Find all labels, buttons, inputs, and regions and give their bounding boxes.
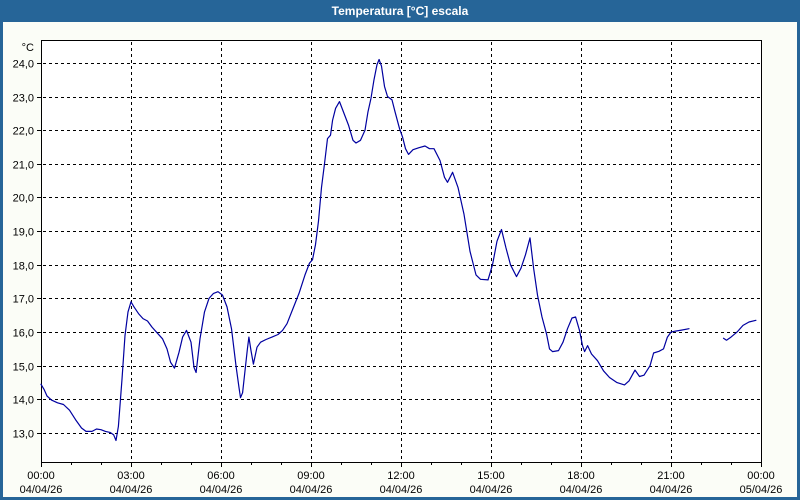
x-tick-time-label: 00:00 <box>747 470 775 482</box>
window-titlebar: Temperatura [°C] escala <box>0 0 800 22</box>
x-tick-date-label: 04/04/26 <box>380 484 423 496</box>
x-tick-time-label: 18:00 <box>567 470 595 482</box>
window-border-left <box>0 22 3 500</box>
temperature-line <box>40 58 690 442</box>
y-tick-label: 21,0 <box>13 160 34 172</box>
x-tick-time-label: 09:00 <box>297 470 325 482</box>
y-tick-label: 24,0 <box>13 59 34 71</box>
x-tick-date-label: 04/04/26 <box>20 484 63 496</box>
y-tick-label: 22,0 <box>13 126 34 138</box>
window-title: Temperatura [°C] escala <box>331 4 469 18</box>
x-tick-time-label: 21:00 <box>657 470 685 482</box>
x-tick-time-label: 15:00 <box>477 470 505 482</box>
y-tick-label: 15,0 <box>13 362 34 374</box>
y-tick-label: 23,0 <box>13 93 34 105</box>
x-tick-date-label: 04/04/26 <box>470 484 513 496</box>
x-tick-time-label: 06:00 <box>207 470 235 482</box>
x-tick-time-label: 03:00 <box>117 470 145 482</box>
y-tick-label: 19,0 <box>13 227 34 239</box>
window-border-right <box>797 22 800 500</box>
x-tick-date-label: 04/04/26 <box>290 484 333 496</box>
x-tick-time-label: 00:00 <box>27 470 55 482</box>
y-tick-label: 16,0 <box>13 328 34 340</box>
x-tick-date-label: 04/04/26 <box>650 484 693 496</box>
x-tick-time-label: 12:00 <box>387 470 415 482</box>
temperature-line <box>722 319 757 341</box>
x-tick-date-label: 04/04/26 <box>200 484 243 496</box>
window-border-bottom <box>0 497 800 500</box>
y-tick-label: 13,0 <box>13 429 34 441</box>
y-tick-label: 17,0 <box>13 294 34 306</box>
chart-canvas: 13,0 14,0 15,0 16,0 17,0 18,0 19,0 20,0 21,0 22,0… <box>0 22 800 500</box>
y-tick-label: 20,0 <box>13 193 34 205</box>
x-tick-date-label: 04/04/26 <box>560 484 603 496</box>
x-tick-date-label: 05/04/26 <box>740 484 783 496</box>
y-axis-unit-label: °C <box>22 42 34 54</box>
y-tick-label: 14,0 <box>13 395 34 407</box>
y-tick-label: 18,0 <box>13 261 34 273</box>
x-tick-date-label: 04/04/26 <box>110 484 153 496</box>
